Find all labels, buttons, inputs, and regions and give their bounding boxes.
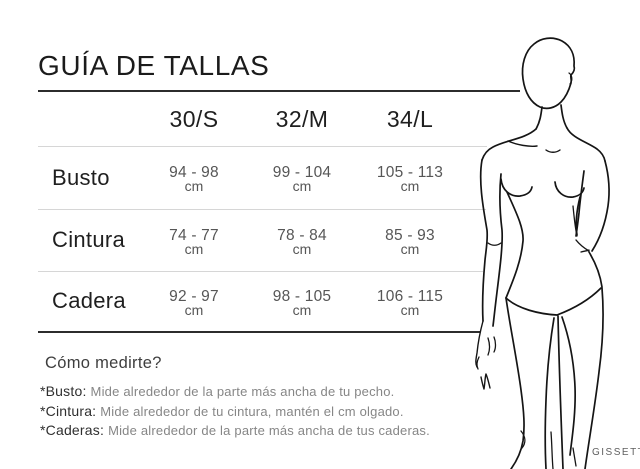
arm-left-outer	[479, 159, 489, 322]
shoulder-right	[566, 127, 606, 162]
leg-middle-line	[557, 315, 564, 469]
howto-text: Mide alrededor de la parte más ancha de …	[108, 423, 430, 438]
range-value: 94 - 98	[169, 164, 219, 181]
hand-right-1	[575, 239, 590, 252]
shoulder-left	[481, 128, 537, 161]
howto-item-cintura: *Cintura: Mide alrededor de tu cintura, m…	[40, 402, 460, 422]
cell-busto-s: 94 - 98 cm	[140, 146, 248, 209]
arm-right-outer	[591, 160, 610, 252]
howto-item-caderas: *Caderas: Mide alrededor de la parte más …	[40, 421, 460, 441]
howto-text: Mide alrededor de la parte más ancha de …	[90, 384, 395, 399]
unit-label: cm	[400, 301, 420, 318]
bust-right	[554, 181, 585, 198]
size-column-header-s: 30/S	[169, 105, 219, 132]
hip-right	[588, 251, 603, 288]
page-title: GUÍA DE TALLAS	[38, 50, 270, 81]
unit-label: cm	[400, 240, 420, 257]
range-value: 85 - 93	[385, 226, 435, 244]
arm-left-inner	[492, 173, 504, 327]
thigh-right-inner	[561, 316, 577, 456]
row-label-cadera: Cadera	[52, 288, 126, 313]
table-row-busto: Busto 94 - 98 cm 99 - 104 cm 105 - 113 c…	[38, 146, 466, 209]
unit-label: cm	[292, 178, 312, 194]
cell-cadera-m: 98 - 105 cm	[248, 271, 356, 331]
cell-cadera-l: 106 - 115 cm	[356, 271, 464, 331]
collarbone-center	[545, 149, 561, 153]
bust-left	[500, 178, 533, 197]
row-separator-1	[38, 146, 487, 147]
torso-left	[505, 191, 524, 299]
range-value: 98 - 105	[272, 287, 332, 305]
howto-term: *Cintura:	[40, 402, 97, 419]
cell-busto-l: 105 - 113 cm	[356, 146, 464, 209]
range-value: 92 - 97	[169, 287, 219, 305]
range-value: 78 - 84	[277, 226, 327, 244]
hand-left	[475, 320, 484, 368]
howto-term: *Caderas:	[40, 422, 105, 438]
row-label-busto: Busto	[52, 164, 110, 190]
table-row-cintura: Cintura 74 - 77 cm 78 - 84 cm 85 - 93 cm	[38, 209, 466, 271]
ear-line	[568, 72, 573, 85]
unit-label: cm	[184, 240, 204, 257]
finger-1	[487, 337, 491, 356]
cell-cadera-s: 92 - 97 cm	[140, 271, 248, 331]
unit-label: cm	[292, 301, 312, 318]
unit-label: cm	[184, 301, 204, 318]
size-column-header-l: 34/L	[386, 105, 434, 132]
title-rule	[38, 90, 520, 92]
size-table: 30/S 32/M 34/L Busto 94 - 98 cm 99 - 104…	[38, 92, 466, 331]
leg-right-outer	[584, 287, 604, 469]
thigh-left-inner	[544, 317, 555, 469]
row-separator-2	[38, 209, 486, 210]
bikini-line	[505, 287, 602, 316]
table-bottom-rule	[38, 331, 480, 333]
head-outline	[521, 37, 576, 110]
howto-item-busto: *Busto: Mide alrededor de la parte más an…	[40, 382, 460, 402]
howto-heading: Cómo medirte?	[45, 354, 162, 372]
range-value: 106 - 115	[376, 287, 444, 305]
range-value: 105 - 113	[376, 164, 444, 181]
table-row-cadera: Cadera 92 - 97 cm 98 - 105 cm 106 - 115 …	[38, 271, 466, 331]
brand-label: GISSETT	[592, 447, 640, 458]
unit-label: cm	[292, 240, 312, 257]
leg-left-outer	[505, 297, 525, 469]
range-value: 99 - 104	[272, 164, 332, 181]
howto-list: *Busto: Mide alrededor de la parte más an…	[40, 382, 460, 441]
collarbone-left	[507, 140, 538, 147]
finger-2	[493, 336, 497, 353]
cell-cintura-s: 74 - 77 cm	[140, 209, 248, 271]
cell-cintura-l: 85 - 93 cm	[356, 209, 464, 271]
size-column-header-m: 32/M	[275, 105, 329, 132]
knee-right-crease	[572, 447, 577, 467]
howto-text: Mide alrededor de tu cintura, mantén el …	[100, 403, 404, 419]
cell-busto-m: 99 - 104 cm	[248, 146, 356, 209]
thumb	[476, 356, 480, 370]
elbow-right-crease	[572, 205, 578, 237]
hand-right-2	[580, 249, 590, 253]
size-header-row: 30/S 32/M 34/L	[38, 92, 466, 146]
knee-left-mark	[520, 430, 526, 449]
unit-label: cm	[184, 178, 204, 194]
howto-term: *Busto:	[40, 383, 87, 399]
neck-left	[535, 106, 543, 130]
finger-squiggle	[480, 373, 491, 390]
range-value: 74 - 77	[169, 226, 219, 244]
arm-right-inner	[575, 170, 585, 237]
row-separator-3	[38, 271, 483, 272]
elbow-left-mark	[487, 242, 502, 246]
calf-left-inner	[550, 431, 554, 469]
row-label-cintura: Cintura	[52, 227, 126, 252]
neck-right	[560, 104, 568, 129]
cell-cintura-m: 78 - 84 cm	[248, 209, 356, 271]
unit-label: cm	[400, 178, 420, 194]
